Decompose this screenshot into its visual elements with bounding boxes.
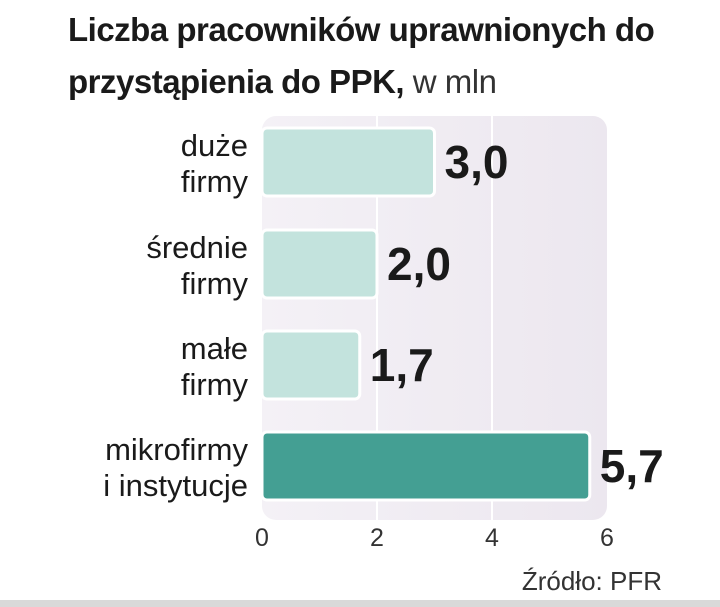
category-label: i instytucje <box>103 468 248 503</box>
x-tick-label: 2 <box>370 524 384 552</box>
chart-title: Liczba pracowników uprawnionych do przys… <box>68 4 708 108</box>
bar-value-label: 1,7 <box>370 339 434 391</box>
plot-background <box>262 116 607 520</box>
category-label: firmy <box>181 367 249 402</box>
category-label: mikrofirmy <box>105 432 248 467</box>
source-note: Źródło: PFR <box>521 566 662 596</box>
labels: 0 2 4 63,0dużefirmy2,0średniefirmy1,7małefi… <box>103 128 663 552</box>
category-label: małe <box>181 331 248 366</box>
chart-title-unit: w mln <box>404 63 497 100</box>
x-tick-label: 4 <box>485 524 499 552</box>
bar-value-label: 3,0 <box>445 136 509 188</box>
x-tick-label: 6 <box>600 524 614 552</box>
category-label: duże <box>181 128 248 163</box>
bar-value-label: 5,7 <box>600 440 664 492</box>
chart-title-main: Liczba pracowników uprawnionych do przys… <box>68 11 655 100</box>
bar <box>260 126 436 198</box>
category-label: średnie <box>146 230 248 265</box>
x-tick-label: 0 <box>255 524 269 552</box>
bar <box>260 329 362 401</box>
bar-value-label: 2,0 <box>387 238 451 290</box>
bars <box>260 126 592 502</box>
bottom-divider <box>0 600 720 607</box>
bar <box>260 228 379 300</box>
category-label: firmy <box>181 164 249 199</box>
bar <box>260 430 592 502</box>
category-label: firmy <box>181 266 249 301</box>
